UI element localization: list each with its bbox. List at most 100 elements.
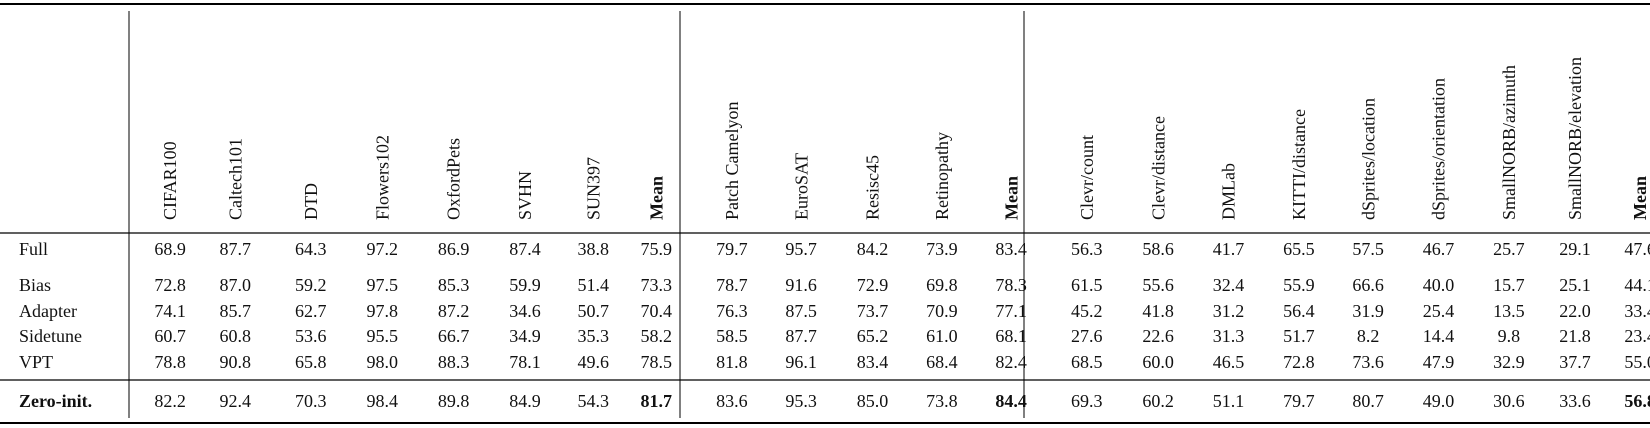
cell-value: 66.6 bbox=[1352, 275, 1384, 295]
cell-value: 45.2 bbox=[1071, 301, 1103, 321]
cell-value: 73.8 bbox=[926, 391, 958, 411]
column-header: Clevr/distance bbox=[1148, 116, 1168, 220]
cell-value: 25.4 bbox=[1423, 301, 1455, 321]
cell-value: 50.7 bbox=[578, 301, 610, 321]
cell-value: 41.7 bbox=[1213, 239, 1245, 259]
cell-value: 58.5 bbox=[716, 326, 748, 346]
column-header: EuroSAT bbox=[791, 153, 811, 220]
column-header: SUN397 bbox=[583, 157, 603, 220]
cell-value: 60.8 bbox=[219, 326, 251, 346]
cell-value: 82.2 bbox=[154, 391, 186, 411]
cell-value: 58.2 bbox=[641, 326, 673, 346]
cell-value: 66.7 bbox=[438, 326, 470, 346]
cell-value: 30.6 bbox=[1493, 391, 1525, 411]
cell-value: 51.1 bbox=[1213, 391, 1245, 411]
cell-value: 62.7 bbox=[295, 301, 327, 321]
cell-value: 77.1 bbox=[995, 301, 1027, 321]
column-header: SmallNORB/azimuth bbox=[1499, 65, 1519, 220]
cell-value: 87.0 bbox=[219, 275, 251, 295]
cell-value: 73.9 bbox=[926, 239, 958, 259]
cell-value: 81.8 bbox=[716, 352, 748, 372]
cell-value: 33.4 bbox=[1624, 301, 1650, 321]
cell-value: 13.5 bbox=[1493, 301, 1525, 321]
column-header: Mean bbox=[1001, 176, 1021, 220]
cell-value: 83.6 bbox=[716, 391, 748, 411]
column-header: Resisc45 bbox=[863, 155, 883, 220]
cell-value: 54.3 bbox=[578, 391, 610, 411]
column-header: DTD bbox=[301, 183, 321, 220]
cell-value: 70.3 bbox=[295, 391, 327, 411]
cell-value: 59.2 bbox=[295, 275, 327, 295]
cell-value: 92.4 bbox=[219, 391, 251, 411]
row-label: Zero-init. bbox=[19, 391, 92, 411]
cell-value: 95.3 bbox=[785, 391, 817, 411]
column-header: OxfordPets bbox=[444, 138, 464, 220]
cell-value: 87.7 bbox=[219, 239, 251, 259]
cell-value: 95.7 bbox=[785, 239, 817, 259]
cell-value: 81.7 bbox=[641, 391, 673, 411]
column-header: Mean bbox=[1630, 176, 1650, 220]
cell-value: 79.7 bbox=[716, 239, 748, 259]
cell-value: 44.1 bbox=[1624, 275, 1650, 295]
cell-value: 68.5 bbox=[1071, 352, 1103, 372]
cell-value: 22.0 bbox=[1559, 301, 1591, 321]
column-header: Patch Camelyon bbox=[722, 102, 742, 220]
cell-value: 55.0 bbox=[1624, 352, 1650, 372]
cell-value: 31.2 bbox=[1213, 301, 1245, 321]
cell-value: 97.2 bbox=[366, 239, 398, 259]
cell-value: 49.0 bbox=[1423, 391, 1455, 411]
cell-value: 22.6 bbox=[1142, 326, 1174, 346]
cell-value: 85.3 bbox=[438, 275, 470, 295]
cell-value: 58.6 bbox=[1142, 239, 1174, 259]
cell-value: 56.3 bbox=[1071, 239, 1103, 259]
cell-value: 47.6 bbox=[1624, 239, 1650, 259]
row-label: Full bbox=[19, 239, 48, 259]
cell-value: 69.3 bbox=[1071, 391, 1103, 411]
column-header: SmallNORB/elevation bbox=[1565, 57, 1585, 220]
cell-value: 14.4 bbox=[1423, 326, 1455, 346]
cell-value: 29.1 bbox=[1559, 239, 1591, 259]
cell-value: 65.5 bbox=[1283, 239, 1315, 259]
cell-value: 97.5 bbox=[366, 275, 398, 295]
cell-value: 69.8 bbox=[926, 275, 958, 295]
cell-value: 35.3 bbox=[578, 326, 610, 346]
cell-value: 88.3 bbox=[438, 352, 470, 372]
cell-value: 31.9 bbox=[1352, 301, 1384, 321]
cell-value: 73.3 bbox=[641, 275, 673, 295]
cell-value: 46.7 bbox=[1423, 239, 1455, 259]
cell-value: 38.8 bbox=[578, 239, 610, 259]
cell-value: 95.5 bbox=[366, 326, 398, 346]
cell-value: 84.2 bbox=[857, 239, 889, 259]
cell-value: 75.9 bbox=[641, 239, 673, 259]
cell-value: 78.7 bbox=[716, 275, 748, 295]
cell-value: 78.3 bbox=[995, 275, 1027, 295]
column-header: KITTI/distance bbox=[1289, 109, 1309, 220]
cell-value: 90.8 bbox=[219, 352, 251, 372]
cell-value: 87.7 bbox=[785, 326, 817, 346]
cell-value: 55.6 bbox=[1142, 275, 1174, 295]
cell-value: 85.7 bbox=[219, 301, 251, 321]
cell-value: 31.3 bbox=[1213, 326, 1245, 346]
cell-value: 53.6 bbox=[295, 326, 327, 346]
cell-value: 85.0 bbox=[857, 391, 889, 411]
column-header: Retinopathy bbox=[932, 132, 952, 220]
cell-value: 21.8 bbox=[1559, 326, 1591, 346]
cell-value: 84.9 bbox=[509, 391, 541, 411]
cell-value: 32.4 bbox=[1213, 275, 1245, 295]
cell-value: 65.2 bbox=[857, 326, 889, 346]
cell-value: 65.8 bbox=[295, 352, 327, 372]
cell-value: 15.7 bbox=[1493, 275, 1525, 295]
cell-value: 23.4 bbox=[1624, 326, 1650, 346]
cell-value: 46.5 bbox=[1213, 352, 1245, 372]
column-header: Clevr/count bbox=[1077, 135, 1097, 220]
cell-value: 84.4 bbox=[995, 391, 1027, 411]
cell-value: 25.1 bbox=[1559, 275, 1591, 295]
cell-value: 51.4 bbox=[578, 275, 610, 295]
column-header: SVHN bbox=[515, 171, 535, 220]
column-header: Mean bbox=[646, 176, 666, 220]
cell-value: 34.9 bbox=[509, 326, 541, 346]
column-header: Flowers102 bbox=[372, 135, 392, 220]
cell-value: 40.0 bbox=[1423, 275, 1455, 295]
cell-value: 68.4 bbox=[926, 352, 958, 372]
